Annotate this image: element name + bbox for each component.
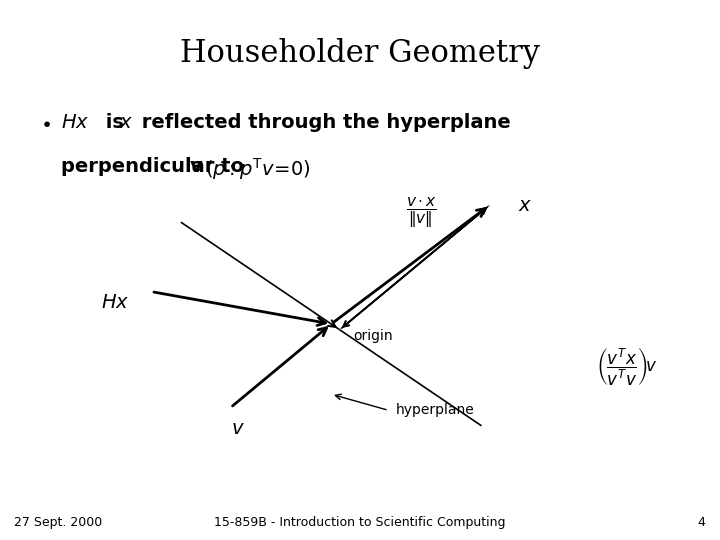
Text: Householder Geometry: Householder Geometry	[180, 38, 540, 69]
Text: $(p : p^\mathrm{T}v\!=\!0)$: $(p : p^\mathrm{T}v\!=\!0)$	[205, 157, 311, 183]
Text: perpendicular to: perpendicular to	[61, 157, 251, 176]
Text: $\bullet$: $\bullet$	[40, 113, 50, 132]
Text: 15-859B - Introduction to Scientific Computing: 15-859B - Introduction to Scientific Com…	[215, 516, 505, 529]
Text: $\left(\dfrac{v^T x}{v^T v}\right)\!v$: $\left(\dfrac{v^T x}{v^T v}\right)\!v$	[595, 347, 657, 388]
Text: $\dfrac{v \cdot x}{\|v\|}$: $\dfrac{v \cdot x}{\|v\|}$	[406, 196, 437, 229]
Text: $v$: $v$	[230, 418, 245, 437]
Text: $x$: $x$	[119, 113, 133, 132]
Text: 27 Sept. 2000: 27 Sept. 2000	[14, 516, 103, 529]
Text: $Hx$: $Hx$	[61, 113, 89, 132]
Text: 4: 4	[698, 516, 706, 529]
Text: $Hx$: $Hx$	[102, 293, 130, 312]
Text: is: is	[99, 113, 130, 132]
Text: origin: origin	[353, 329, 392, 343]
Text: $x$: $x$	[518, 195, 533, 215]
Text: hyperplane: hyperplane	[396, 403, 474, 417]
Text: $\mathbf{v}$: $\mathbf{v}$	[189, 157, 204, 176]
Text: reflected through the hyperplane: reflected through the hyperplane	[135, 113, 510, 132]
